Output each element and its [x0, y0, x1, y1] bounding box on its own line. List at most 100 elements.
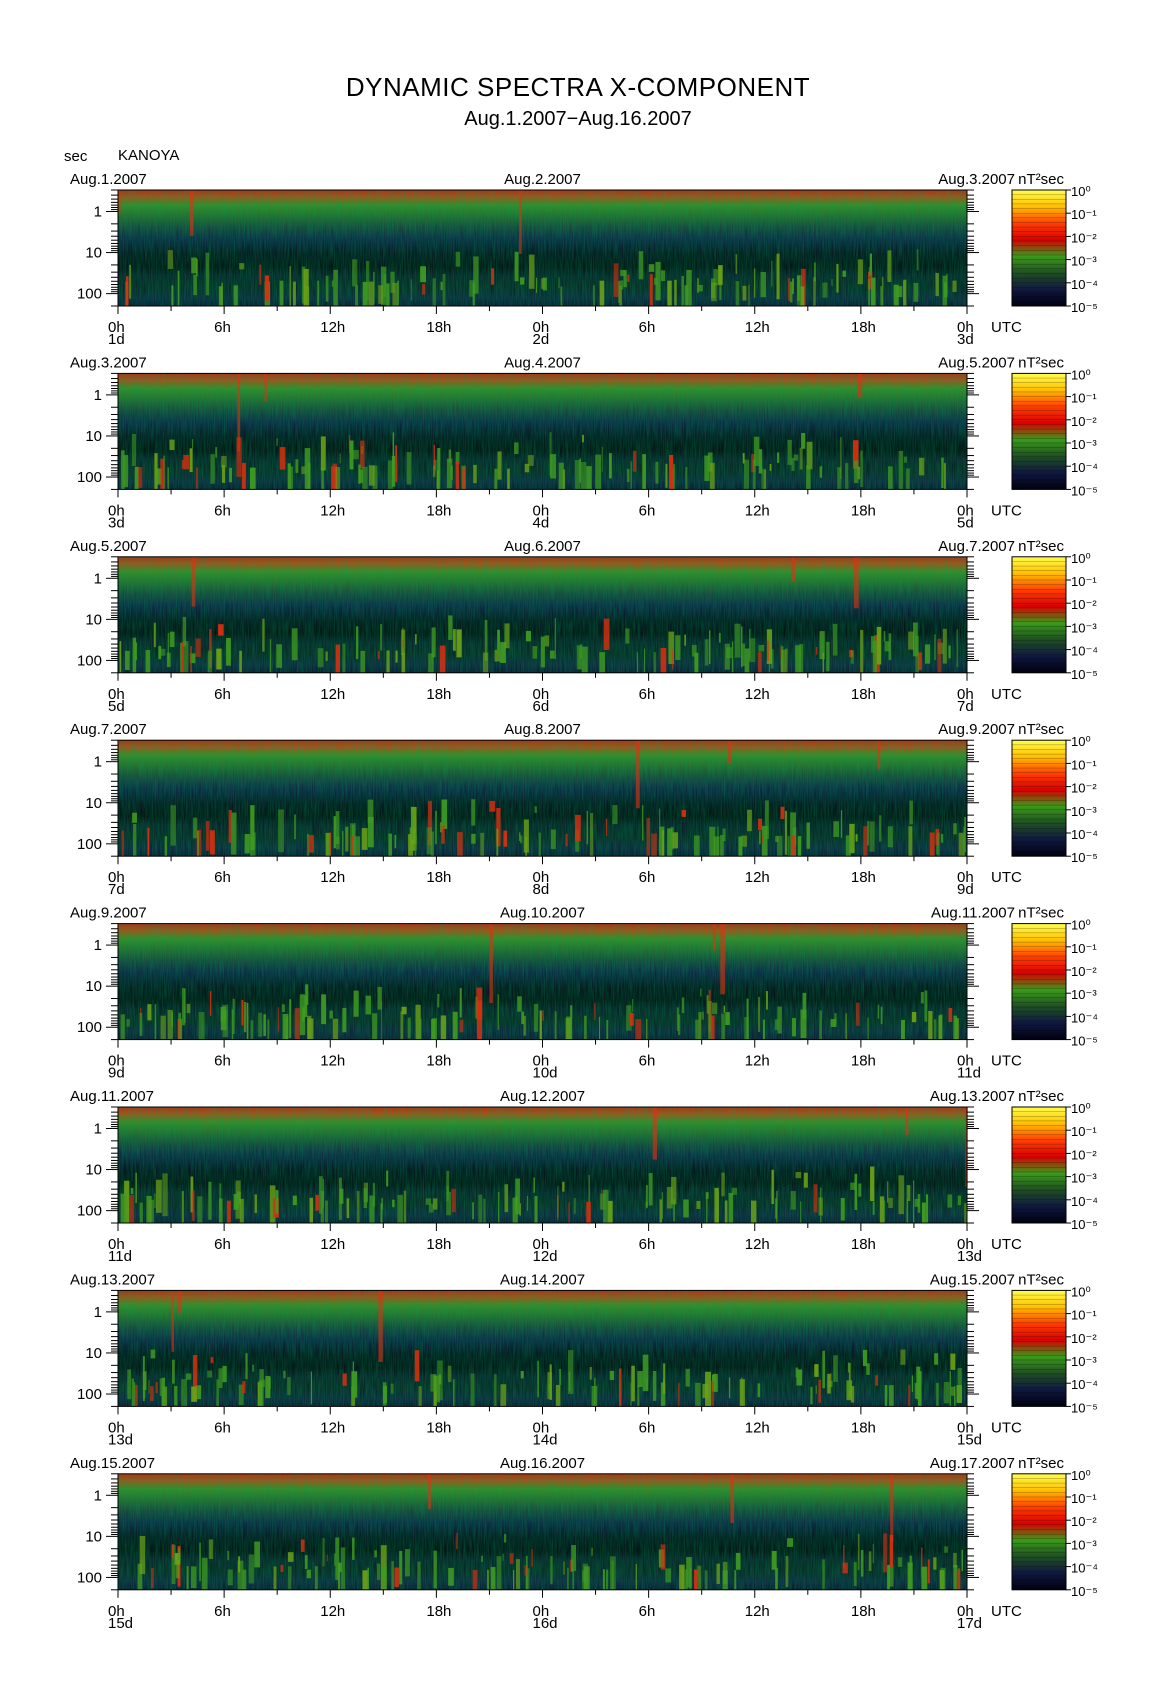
- period-tick-label: 1: [94, 1120, 102, 1137]
- hour-tick-label: 0h: [533, 502, 550, 519]
- period-tick-label: 1: [94, 1304, 102, 1321]
- period-tick-label: 10: [85, 245, 102, 262]
- spectrogram-activity: [121, 740, 967, 857]
- spectrogram-activity: [119, 556, 959, 673]
- hour-tick-label: 12h: [320, 319, 345, 336]
- colorbar-unit: nT²sec: [1018, 171, 1064, 188]
- utc-label: UTC: [991, 686, 1022, 703]
- colorbar-tick-label: 10⁻⁵: [1071, 850, 1098, 865]
- period-tick-label: 10: [85, 1528, 102, 1545]
- spectrogram-activity: [121, 373, 946, 490]
- spectrogram-texture: [118, 1107, 967, 1223]
- colorbar-tick-label: 10⁻⁴: [1071, 1377, 1098, 1392]
- hour-tick-label: 18h: [426, 319, 451, 336]
- day-mid-label: 16d: [533, 1615, 558, 1632]
- hour-tick-label: 0h: [533, 1419, 550, 1436]
- day-mid-label: 6d: [533, 698, 550, 715]
- utc-label: UTC: [991, 1053, 1022, 1070]
- colorbar-tick-label: 10⁻⁴: [1071, 644, 1098, 659]
- colorbar-tick-label: 10⁰: [1071, 734, 1091, 749]
- hour-tick-label: 12h: [320, 686, 345, 703]
- hour-tick-label: 0h: [957, 1603, 974, 1620]
- hour-tick-label: 0h: [108, 319, 125, 336]
- colorbar-unit: nT²sec: [1018, 905, 1064, 922]
- colorbar-tick-label: 10⁻²: [1071, 964, 1097, 979]
- spectra-panel: Aug.5.2007 Aug.6.2007 Aug.7.2007 1 10 100 0h 6h…: [70, 538, 1098, 715]
- day-end-label: 7d: [957, 698, 974, 715]
- hour-tick-label: 6h: [214, 686, 231, 703]
- spectrogram-activity: [120, 1107, 968, 1223]
- hour-tick-label: 18h: [851, 319, 876, 336]
- panel-date-start: Aug.7.2007: [70, 721, 147, 738]
- hour-tick-label: 12h: [320, 1236, 345, 1253]
- hour-tick-label: 12h: [320, 869, 345, 886]
- colorbar-tick-label: 10⁻⁵: [1071, 300, 1098, 315]
- hour-tick-label: 6h: [639, 319, 656, 336]
- utc-label: UTC: [991, 319, 1022, 336]
- period-tick-label: 1: [94, 754, 102, 771]
- day-mid-label: 14d: [533, 1431, 558, 1448]
- colorbar-tick-label: 10⁻⁵: [1071, 1584, 1098, 1599]
- hour-tick-label: 12h: [745, 686, 770, 703]
- panel-date-start: Aug.1.2007: [70, 171, 147, 188]
- hour-tick-label: 0h: [957, 502, 974, 519]
- panel-date-start: Aug.3.2007: [70, 354, 147, 371]
- hour-tick-label: 6h: [639, 502, 656, 519]
- hour-tick-label: 0h: [533, 1053, 550, 1070]
- chart-subtitle: Aug.1.2007−Aug.16.2007: [464, 108, 692, 130]
- colorbar-tick-label: 10⁻²: [1071, 781, 1097, 796]
- colorbar-unit: nT²sec: [1018, 538, 1064, 555]
- colorbar: [1011, 189, 1067, 307]
- day-start-label: 11d: [108, 1248, 132, 1265]
- hour-tick-label: 6h: [214, 1419, 231, 1436]
- hour-tick-label: 0h: [108, 1419, 125, 1436]
- colorbar-tick-label: 10⁻³: [1071, 1354, 1097, 1369]
- panel-date-end: Aug.5.2007: [938, 354, 1015, 371]
- spectra-panel: Aug.3.2007 Aug.4.2007 Aug.5.2007 1 10 100 0h 6h…: [70, 354, 1098, 531]
- hour-tick-label: 0h: [108, 686, 125, 703]
- colorbar-tick-label: 10⁻³: [1071, 254, 1097, 269]
- spectrogram-activity: [137, 1473, 963, 1590]
- panel-date-mid: Aug.10.2007: [500, 905, 585, 922]
- hour-tick-label: 6h: [639, 1603, 656, 1620]
- hour-tick-label: 6h: [639, 686, 656, 703]
- day-start-label: 5d: [108, 698, 125, 715]
- colorbar-tick-label: 10⁻¹: [1071, 391, 1097, 406]
- day-end-label: 13d: [957, 1248, 982, 1265]
- hour-tick-label: 0h: [108, 869, 125, 886]
- period-tick-label: 10: [85, 1345, 102, 1362]
- hour-tick-label: 12h: [745, 1236, 770, 1253]
- colorbar-tick-label: 10⁰: [1071, 1468, 1091, 1483]
- hour-tick-label: 6h: [214, 502, 231, 519]
- spectra-panel: Aug.9.2007 Aug.10.2007 Aug.11.2007 1 10 100 0h…: [70, 905, 1098, 1082]
- panel-date-mid: Aug.12.2007: [500, 1088, 585, 1105]
- colorbar-tick-label: 10⁻²: [1071, 1331, 1097, 1346]
- hour-tick-label: 12h: [320, 1053, 345, 1070]
- panel-date-end: Aug.9.2007: [938, 721, 1015, 738]
- hour-tick-label: 18h: [426, 1236, 451, 1253]
- hour-tick-label: 0h: [533, 1603, 550, 1620]
- day-mid-label: 4d: [533, 514, 550, 531]
- panel-date-end: Aug.7.2007: [938, 538, 1015, 555]
- panel-date-end: Aug.15.2007: [930, 1271, 1015, 1288]
- colorbar-tick-label: 10⁻²: [1071, 230, 1097, 245]
- day-end-label: 17d: [957, 1615, 982, 1632]
- colorbar: [1011, 923, 1067, 1041]
- hour-tick-label: 6h: [214, 319, 231, 336]
- colorbar-tick-label: 10⁻¹: [1071, 1491, 1097, 1506]
- hour-tick-label: 18h: [426, 1053, 451, 1070]
- colorbar-tick-label: 10⁰: [1071, 1101, 1091, 1116]
- spectra-panel: Aug.1.2007 Aug.2.2007 Aug.3.2007 1 10 100 0h 6h…: [70, 171, 1098, 348]
- hour-tick-label: 6h: [639, 1419, 656, 1436]
- colorbar-tick-label: 10⁻³: [1071, 1171, 1097, 1186]
- spectra-panel: Aug.15.2007 Aug.16.2007 Aug.17.2007 1 10 100 0…: [70, 1455, 1098, 1632]
- period-tick-label: 1: [94, 387, 102, 404]
- hour-tick-label: 18h: [851, 1419, 876, 1436]
- panel-date-start: Aug.5.2007: [70, 538, 147, 555]
- hour-tick-label: 12h: [745, 1419, 770, 1436]
- day-mid-label: 8d: [533, 881, 550, 898]
- period-tick-label: 10: [85, 978, 102, 995]
- hour-tick-label: 6h: [214, 869, 231, 886]
- panel-date-start: Aug.11.2007: [70, 1088, 154, 1105]
